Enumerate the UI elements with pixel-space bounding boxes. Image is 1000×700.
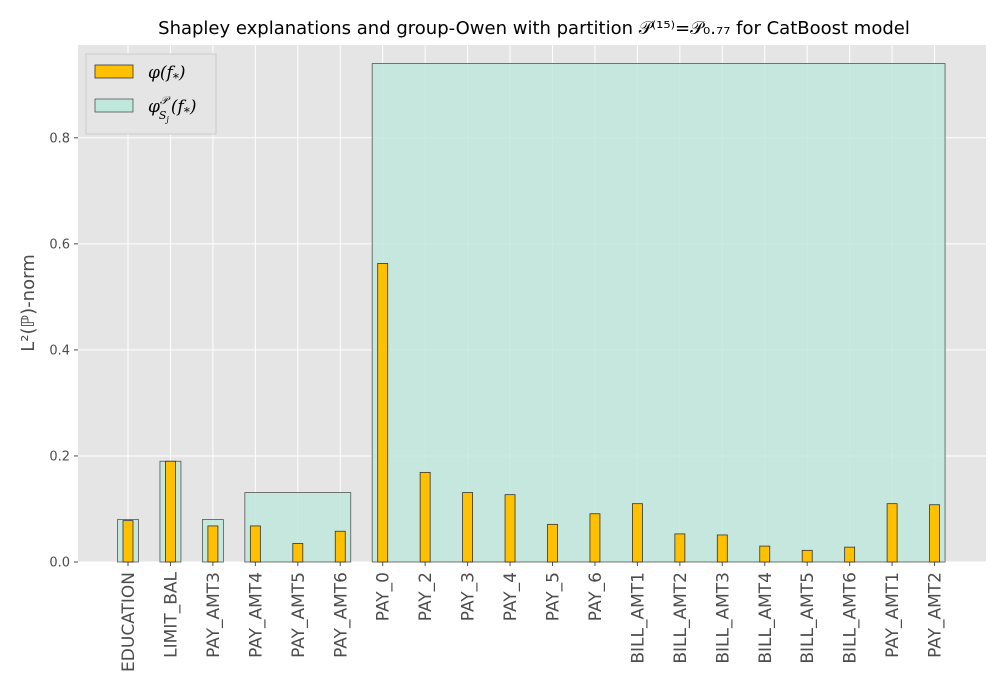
legend-swatch-group <box>94 98 134 113</box>
x-tick-label: PAY_AMT5 <box>289 572 309 658</box>
legend-label-group: φ𝒫 Sj(f*) <box>148 94 196 124</box>
bar <box>419 471 431 563</box>
bar <box>929 504 940 563</box>
y-axis-ticks: 0.0 0.2 0.4 0.6 0.8 <box>49 131 78 571</box>
x-tick-label: PAY_2 <box>416 572 436 621</box>
x-tick-label: PAY_3 <box>459 572 479 621</box>
bar <box>122 520 134 563</box>
y-tick-label: 0.6 <box>49 237 70 252</box>
bar <box>632 503 643 563</box>
x-tick-label: EDUCATION <box>119 572 139 672</box>
bar <box>844 546 856 563</box>
bar <box>292 543 304 563</box>
x-tick-label: BILL_AMT5 <box>798 572 818 664</box>
bar <box>547 523 558 563</box>
legend: φ(f*) φ𝒫 Sj(f*) <box>85 53 217 135</box>
x-tick-label: PAY_AMT2 <box>926 572 946 658</box>
bar <box>165 460 176 563</box>
bar <box>716 534 728 563</box>
bar <box>589 513 601 563</box>
group-bar <box>371 63 946 563</box>
bar <box>207 525 219 563</box>
y-tick-label: 0.8 <box>49 131 70 146</box>
x-tick-label: PAY_6 <box>586 572 606 621</box>
x-tick-label: PAY_5 <box>544 572 564 621</box>
bar <box>886 503 898 563</box>
bar <box>377 263 389 563</box>
x-tick-label: PAY_4 <box>501 572 521 621</box>
chart-title: Shapley explanations and group-Owen with… <box>158 18 910 39</box>
feature-bars <box>122 263 940 563</box>
x-tick-label: BILL_AMT3 <box>713 572 733 664</box>
y-tick-label: 0.4 <box>49 343 70 358</box>
bar <box>759 545 771 563</box>
x-tick-label: PAY_AMT6 <box>331 572 351 658</box>
x-tick-label: BILL_AMT2 <box>671 572 691 664</box>
y-tick-label: 0.0 <box>49 556 70 571</box>
x-tick-label: BILL_AMT1 <box>628 572 648 664</box>
bar <box>801 549 813 563</box>
bar <box>504 494 516 563</box>
x-tick-label: BILL_AMT6 <box>841 572 861 664</box>
x-tick-label: PAY_AMT3 <box>204 572 224 658</box>
bar <box>674 533 686 563</box>
bar <box>249 525 261 563</box>
x-tick-label: PAY_AMT4 <box>246 572 266 658</box>
legend-label-feature: φ(f*) <box>148 63 185 85</box>
y-tick-label: 0.2 <box>49 449 70 464</box>
x-tick-label: LIMIT_BAL <box>161 571 181 657</box>
x-tick-label: BILL_AMT4 <box>756 572 776 664</box>
legend-swatch-feature <box>94 64 134 79</box>
bar <box>334 530 346 563</box>
bar <box>462 492 474 563</box>
x-axis-ticks: EDUCATION LIMIT_BAL PAY_AMT3 PAY_AMT4 PAY_AM… <box>119 562 946 672</box>
x-tick-label: PAY_AMT1 <box>883 572 903 658</box>
y-axis-label: L²(ℙ)-norm <box>18 254 39 351</box>
x-tick-label: PAY_0 <box>374 572 394 621</box>
